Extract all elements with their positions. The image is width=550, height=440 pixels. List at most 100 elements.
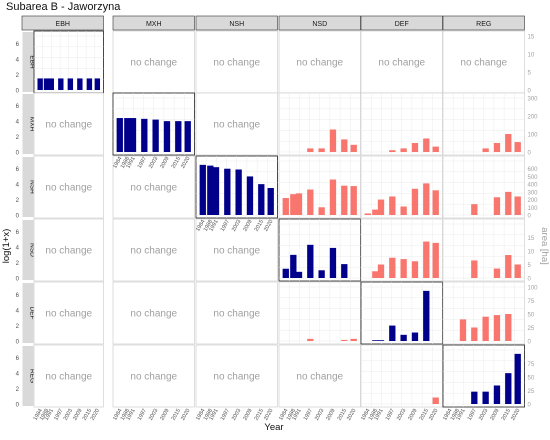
x-tick-label: 1984 <box>112 408 123 422</box>
panel-nsd-ebh: no change <box>33 218 104 282</box>
right-axis-tick-label: 300 <box>528 190 539 196</box>
x-tick-label: 1984 <box>360 408 371 422</box>
no-change-label: no change <box>378 58 425 69</box>
right-axis-tick-label: 0 <box>528 89 532 95</box>
left-axis-tick-label: 2 <box>16 324 20 330</box>
chart-title: Subarea B - Jaworzyna <box>6 1 121 13</box>
bar <box>372 271 379 278</box>
bar <box>471 327 478 341</box>
bar <box>411 332 419 341</box>
x-tick-label: 2003 <box>478 408 489 422</box>
bar <box>37 78 43 90</box>
row-strip <box>22 283 34 343</box>
left-axis-tick-label: 4 <box>16 246 20 252</box>
panel-nsh-nsh <box>195 155 278 219</box>
panel-nsh-ebh: no change <box>33 155 104 219</box>
panel-ebh-reg: no change <box>442 30 525 94</box>
panel-frame <box>195 218 278 282</box>
bar <box>423 183 430 215</box>
x-tick-label: 1988 <box>450 408 461 422</box>
panel-def-reg <box>442 281 525 345</box>
panel-mxh-ebh: no change <box>33 92 104 156</box>
bar <box>224 168 231 215</box>
bar <box>514 264 521 278</box>
panel-mxh-nsd <box>278 92 361 156</box>
right-axis-tick-label: 100 <box>528 206 539 212</box>
panel-frame <box>442 30 525 94</box>
no-change-label: no change <box>45 120 92 131</box>
bar <box>350 338 357 341</box>
bar <box>318 207 325 215</box>
row-strip <box>22 220 34 280</box>
bar <box>493 385 501 404</box>
x-tick-label: 2015 <box>254 219 265 233</box>
no-change-label: no change <box>45 246 92 257</box>
bar <box>295 271 303 278</box>
bar <box>400 148 407 152</box>
right-axis-tick-label: 300 <box>528 97 539 103</box>
left-axis-tick-label: 4 <box>16 58 20 64</box>
right-axis-tick-label: 0 <box>528 340 532 346</box>
column-strip <box>442 15 525 31</box>
x-tick-label: 2009 <box>407 408 418 422</box>
bar <box>432 397 439 404</box>
bar <box>372 209 379 215</box>
x-tick-label: 1997 <box>385 408 396 422</box>
right-axis-tick-label: 75 <box>528 362 535 368</box>
bar <box>124 118 131 152</box>
x-tick-label: 1984 <box>33 408 44 422</box>
no-change-label: no change <box>213 120 260 131</box>
panel-grid: EBH MXH NSH NSD DEF REG EBH 0 2 4 6 0 5 10 15 MXH 0 2 4 6 0 1… <box>16 15 539 422</box>
right-axis-tick-label: 15 <box>528 35 535 41</box>
bar <box>493 268 501 278</box>
bar <box>94 78 101 90</box>
right-axis-tick-label: 50 <box>528 313 535 319</box>
x-tick-label: 1988 <box>203 408 214 422</box>
x-tick-label: 2003 <box>231 219 242 233</box>
left-axis-tick-label: 6 <box>16 167 20 173</box>
x-tick-label: 2020 <box>510 408 521 422</box>
bar <box>377 199 385 215</box>
x-tick-label: 1991 <box>208 408 219 422</box>
left-axis-tick-label: 0 <box>16 151 20 157</box>
panel-reg-nsh: no change <box>195 344 278 408</box>
panel-frame <box>33 344 104 408</box>
bar <box>163 121 171 152</box>
panel-nsh-reg <box>442 155 525 219</box>
bar <box>152 119 159 152</box>
x-tick-label: 2009 <box>325 408 336 422</box>
x-tick-label: 1988 <box>120 408 131 422</box>
x-tick-label: 2003 <box>396 408 407 422</box>
panel-frame <box>33 218 104 282</box>
right-axis-tick-label: 25 <box>528 389 535 395</box>
bar <box>505 191 512 215</box>
bar <box>290 194 297 215</box>
bar <box>423 138 430 152</box>
x-tick-label: 2009 <box>242 219 253 233</box>
panel-frame <box>278 344 361 408</box>
bar <box>505 134 512 152</box>
panel-frame <box>195 92 278 156</box>
no-change-label: no change <box>45 309 92 320</box>
x-tick-label: 1984 <box>195 408 206 422</box>
panel-nsh-mxh: no change <box>112 155 195 219</box>
y-axis-left-label: log(1+x) <box>1 229 12 264</box>
left-axis-tick-label: 4 <box>16 120 20 126</box>
y-axis-right-label: area [ha] <box>539 227 550 265</box>
no-change-label: no change <box>213 246 260 257</box>
bar <box>329 179 337 215</box>
x-tick-label: 1988 <box>368 408 379 422</box>
panel-frame <box>112 155 195 219</box>
no-change-label: no change <box>130 372 177 383</box>
left-axis-tick-label: 2 <box>16 198 20 204</box>
column-strip <box>21 15 104 31</box>
left-axis-tick-label: 6 <box>16 293 20 299</box>
x-tick-label: 2020 <box>90 408 101 422</box>
x-axis-label: Year <box>264 422 283 433</box>
bar <box>246 176 254 215</box>
right-axis-tick-label: 600 <box>528 167 539 173</box>
panel-reg-mxh: no change <box>112 344 195 408</box>
bar <box>389 196 396 215</box>
bar <box>377 340 385 341</box>
bar <box>318 270 325 278</box>
